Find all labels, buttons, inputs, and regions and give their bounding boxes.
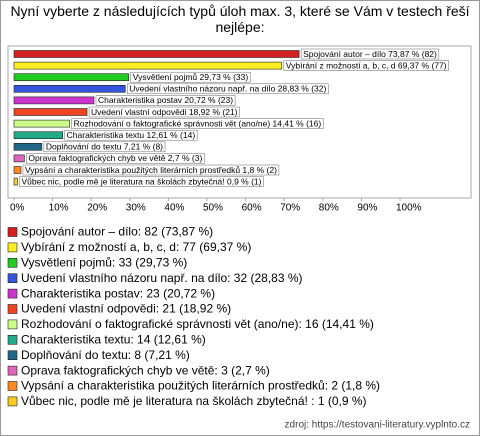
legend-label: Spojování autor – dílo: 82 (73,87 %) — [21, 225, 213, 239]
legend-swatch — [7, 396, 18, 407]
legend-swatch — [7, 257, 18, 268]
legend-swatch — [7, 304, 18, 314]
legend-swatch — [7, 273, 18, 284]
x-tick-label: 60% — [242, 203, 262, 214]
bar — [13, 85, 126, 93]
legend-label: Vysvětlení pojmů: 33 (29,73 %) — [21, 255, 187, 269]
bar-label: Charakteristika postav 20,72 % (23) — [98, 95, 233, 105]
bar — [13, 73, 130, 81]
legend-label: Doplňování do textu: 8 (7,21 %) — [21, 348, 190, 362]
bar-label-bg — [283, 60, 449, 71]
bar-label-bg — [95, 95, 236, 106]
legend-swatch — [7, 242, 18, 253]
legend-label: Uvedení vlastního názoru např. na dílo: … — [21, 271, 303, 285]
bar — [13, 131, 63, 139]
legend-swatch — [7, 227, 18, 237]
x-tick-label: 100% — [396, 203, 422, 214]
bar — [13, 154, 25, 163]
bar-label: Charakteristika textu 12,61 % (14) — [67, 130, 196, 140]
x-tick-label: 70% — [280, 203, 300, 214]
bar-label-bg — [71, 118, 324, 129]
bar — [13, 143, 43, 151]
bar-label: Vůbec nic, podle mě je literatura na ško… — [21, 176, 261, 186]
bar-label-bg — [64, 129, 198, 141]
plot-frame — [7, 45, 472, 199]
x-tick-label: 40% — [164, 203, 184, 214]
legend-swatch — [7, 365, 18, 376]
bar — [13, 119, 70, 128]
x-tick-label: 80% — [319, 203, 339, 214]
bar-label-bg — [88, 106, 240, 118]
bar — [13, 108, 88, 116]
bar-label: Rozhodování o faktografické správnosti v… — [74, 118, 322, 128]
source: zdroj: https://testovani-literatury.vypl… — [285, 420, 470, 431]
bar-label-bg — [300, 48, 440, 60]
legend-swatch — [7, 334, 18, 345]
bar — [13, 166, 22, 174]
x-tick-label: 10% — [49, 203, 69, 214]
legend-label: Vůbec nic, podle mě je literatura na ško… — [21, 394, 367, 408]
bar-label-bg — [22, 164, 280, 176]
bar-label-bg — [43, 141, 166, 153]
bar-label: Vypsání a charakteristika použitých lite… — [25, 165, 277, 175]
x-tick-label: 20% — [87, 203, 107, 214]
legend-label: Charakteristika textu: 14 (12,61 %) — [21, 332, 206, 346]
legend-swatch — [7, 319, 18, 330]
x-tick-label: 30% — [126, 203, 146, 214]
legend-label: Vypsání a charakteristika použitých lite… — [21, 379, 380, 393]
x-tick-label: 50% — [203, 203, 223, 214]
bar-label: Vysvětlení pojmů 29,73 % (33) — [133, 72, 249, 82]
bar — [13, 50, 300, 58]
bar-label: Doplňování do textu 7,21 % (8) — [46, 142, 163, 152]
bar-label-bg — [127, 83, 329, 95]
bar-label-bg — [130, 71, 251, 83]
legend-label: Uvedení vlastní odpovědi: 21 (18,92 %) — [21, 302, 231, 316]
bar-label: Vybírání z možností a, b, c, d 69,37 % (… — [286, 60, 447, 70]
chart-title: Nyní vyberte z následujících typů úloh m… — [10, 3, 470, 35]
x-tick-label: 90% — [357, 203, 377, 214]
bar — [13, 61, 283, 70]
legend-label: Charakteristika postav: 23 (20,72 %) — [21, 286, 215, 300]
x-tick-label: 0% — [10, 203, 25, 214]
bar — [13, 96, 95, 105]
bar-label: Spojování autor – dílo 73,87 % (82) — [303, 49, 437, 59]
legend-swatch — [7, 381, 18, 391]
bar-label: Uvedení vlastního názoru např. na dílo 2… — [129, 84, 326, 94]
legend-label: Rozhodování o faktografické správnosti v… — [21, 317, 374, 331]
legend-label: Oprava faktografických chyb ve větě: 3 (… — [21, 363, 270, 377]
bar-label-bg — [26, 153, 205, 164]
legend-swatch — [7, 350, 18, 361]
bar — [13, 177, 18, 186]
bar-label: Uvedení vlastní odpovědi 18,92 % (21) — [91, 107, 238, 117]
legend-label: Vybírání z možností a, b, c, d: 77 (69,3… — [21, 240, 251, 254]
bar-label: Oprava faktografických chyb ve větě 2,7 … — [28, 153, 202, 163]
bar-label-bg — [19, 176, 264, 187]
legend-swatch — [7, 288, 18, 299]
